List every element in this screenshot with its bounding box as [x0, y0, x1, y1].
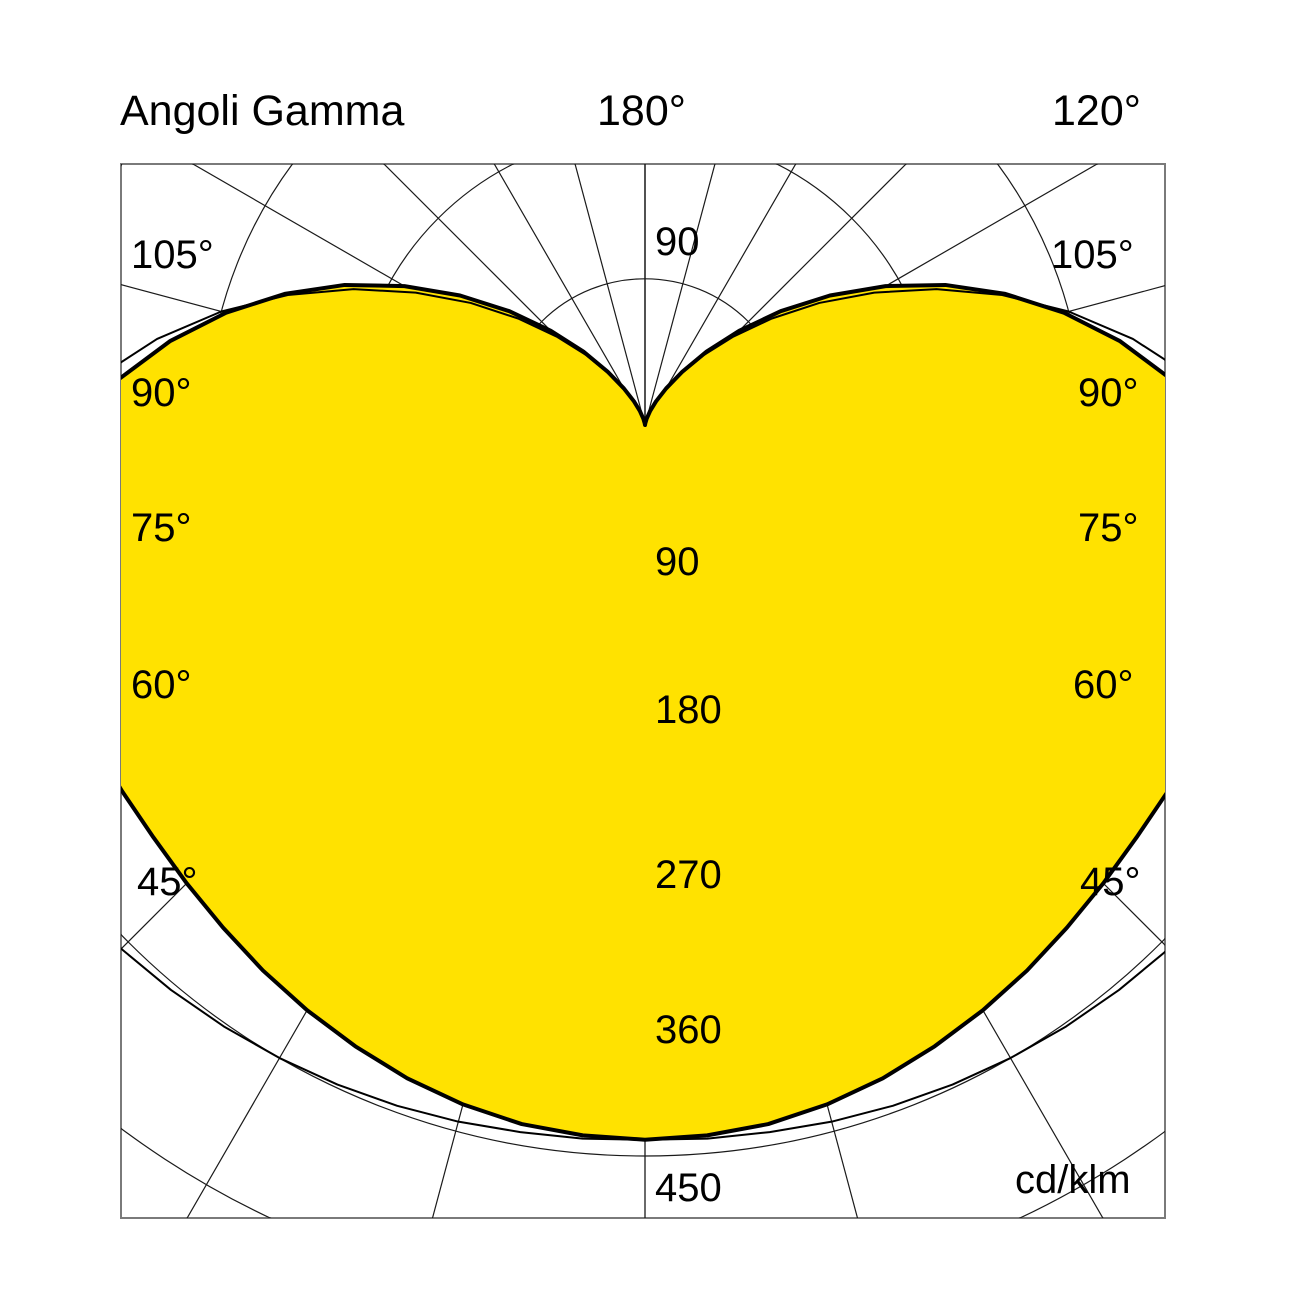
angle-label-left-4: 45°	[137, 860, 198, 904]
radial-label-0: 90	[655, 220, 700, 264]
radial-label-3: 270	[655, 853, 722, 897]
radial-label-5: 450	[655, 1166, 722, 1210]
page-title: Angoli Gamma	[120, 87, 405, 135]
angle-label-left-1: 90°	[131, 371, 192, 415]
angle-label-right-1: 90°	[1078, 371, 1139, 415]
angle-label-left-3: 60°	[131, 663, 192, 707]
radial-label-4: 360	[655, 1008, 722, 1052]
top-angle-label-120: 120°	[1052, 87, 1141, 135]
radial-label-1: 90	[655, 540, 700, 584]
radial-label-2: 180	[655, 688, 722, 732]
angle-label-left-2: 75°	[131, 506, 192, 550]
distribution-curves	[121, 282, 1165, 1142]
angle-label-right-3: 60°	[1073, 663, 1134, 707]
angle-label-right-2: 75°	[1078, 506, 1139, 550]
top-angle-label-180: 180°	[597, 87, 686, 135]
angle-label-right-0: 105°	[1051, 233, 1134, 277]
curve-c90-c270	[121, 288, 1165, 1141]
angle-label-right-4: 45°	[1080, 860, 1141, 904]
angle-label-left-0: 105°	[131, 233, 214, 277]
unit-label: cd/klm	[1015, 1158, 1131, 1202]
